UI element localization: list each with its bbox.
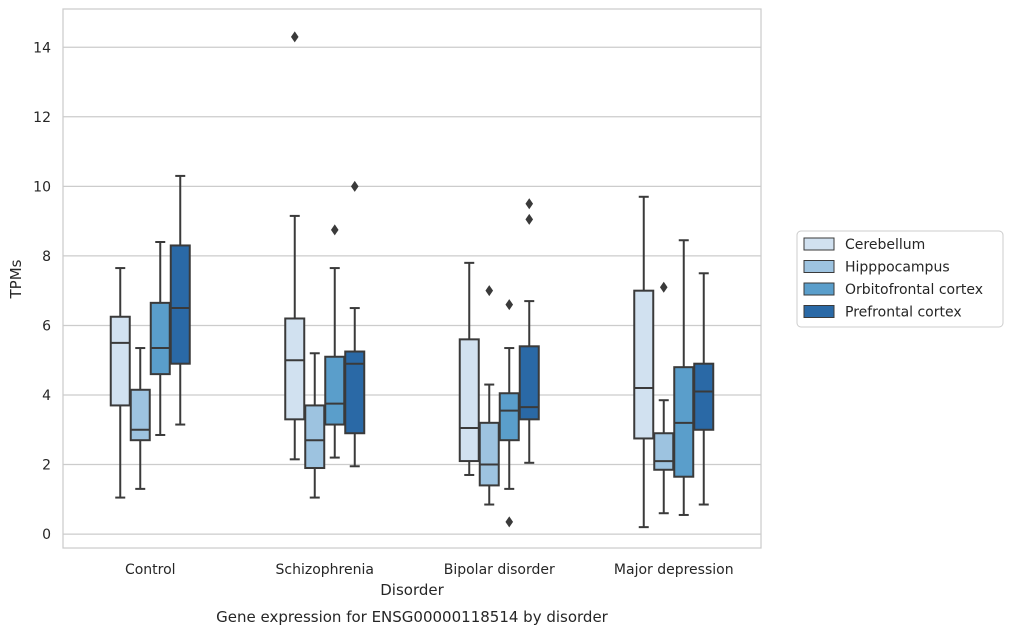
box-iqr (478, 421, 500, 487)
box-plot-item (284, 31, 306, 461)
outlier-point (505, 299, 514, 311)
legend-swatch (803, 305, 835, 318)
box-iqr (129, 388, 151, 442)
box-plot-item (693, 272, 715, 506)
box-plot-item (633, 195, 655, 529)
box-plot-item (324, 224, 346, 459)
box-iqr (109, 315, 131, 407)
box-iqr (693, 362, 715, 431)
legend-item: Cerebellum (803, 237, 925, 253)
outlier-point (330, 224, 339, 236)
x-tick-label: Bipolar disorder (444, 562, 555, 578)
legend-frame (796, 230, 1004, 328)
box-iqr (653, 432, 675, 471)
category-group (284, 31, 366, 499)
x-tick-label: Schizophrenia (276, 562, 374, 578)
legend-item: Hipppocampus (803, 260, 950, 276)
box-plot-item (344, 180, 366, 468)
legend-items: Cerebellum Hipppocampus Orbitofrontal cort… (803, 237, 983, 321)
box-iqr (304, 404, 326, 470)
box-plot-item (304, 352, 326, 499)
box-iqr (498, 392, 520, 442)
box-plot-item (149, 240, 171, 436)
y-tick-label: 6 (42, 318, 51, 334)
legend-item: Prefrontal cortex (803, 305, 962, 321)
y-tick-label: 8 (42, 249, 51, 265)
outlier-point (525, 198, 534, 210)
legend-swatch (803, 237, 835, 251)
y-tick-label: 14 (33, 40, 51, 56)
x-axis-ticks: Control Schizophrenia Bipolar disorder Majo… (125, 562, 734, 578)
category-group (458, 198, 540, 528)
box-plot-item (653, 281, 675, 515)
y-tick-label: 12 (33, 110, 51, 126)
y-tick-label: 10 (33, 179, 51, 195)
outlier-point (350, 180, 359, 192)
outlier-point (525, 213, 534, 225)
box-iqr (633, 289, 655, 440)
legend-label: Hipppocampus (845, 260, 950, 276)
chart-title: Gene expression for ENSG00000118514 by d… (216, 608, 609, 626)
box-iqr (518, 345, 540, 421)
y-tick-label: 4 (42, 388, 51, 404)
outlier-point (290, 31, 299, 43)
category-group (109, 174, 191, 499)
legend-item: Orbitofrontal cortex (803, 282, 983, 298)
outlier-point (485, 285, 494, 297)
legend-swatch (803, 282, 835, 296)
box-plot-item (498, 299, 520, 528)
box-iqr (169, 244, 191, 365)
box-plot-item (109, 267, 131, 499)
box-iqr (324, 355, 346, 426)
box-iqr (149, 301, 171, 376)
box-plot-item (478, 285, 500, 506)
legend-label: Orbitofrontal cortex (845, 282, 983, 298)
legend-swatch (803, 260, 835, 273)
box-iqr (344, 350, 366, 435)
y-axis-label: TPMs (7, 259, 25, 299)
box-plot-item (129, 347, 151, 490)
y-axis-ticks: 0 2 4 6 8 10 12 14 (33, 40, 51, 543)
x-axis-label: Disorder (380, 581, 444, 599)
box-plot-item (673, 239, 695, 516)
box-plot-item (458, 261, 480, 476)
legend-label: Cerebellum (845, 237, 925, 253)
plot-area-frame (62, 8, 762, 549)
y-tick-label: 0 (42, 527, 51, 543)
legend-label: Prefrontal cortex (845, 305, 962, 321)
category-group (633, 195, 715, 529)
legend: Cerebellum Hipppocampus Orbitofrontal cort… (796, 230, 1004, 328)
x-tick-label: Major depression (614, 562, 734, 578)
outlier-point (505, 516, 514, 528)
x-tick-label: Control (125, 562, 176, 578)
y-tick-label: 2 (42, 458, 51, 474)
box-plot-item (518, 198, 540, 464)
outlier-point (659, 281, 668, 293)
box-iqr (458, 338, 480, 463)
boxes (109, 31, 715, 529)
box-iqr (284, 317, 306, 421)
box-plot-item (169, 174, 191, 426)
